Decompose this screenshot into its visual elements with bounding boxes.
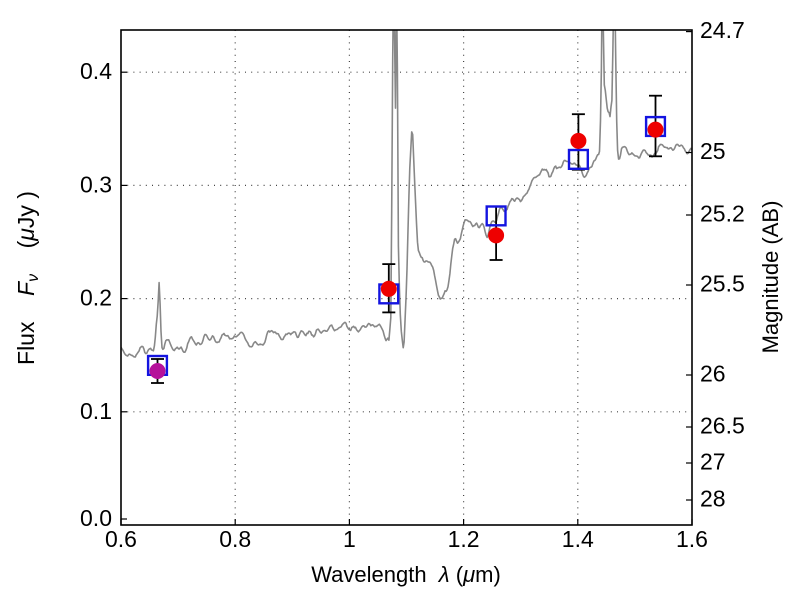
svg-text:0.3: 0.3 <box>80 171 112 197</box>
svg-text:25.5: 25.5 <box>700 271 745 297</box>
svg-text:27: 27 <box>700 449 726 475</box>
svg-text:0.2: 0.2 <box>80 285 112 311</box>
svg-text:25.2: 25.2 <box>700 201 745 227</box>
svg-text:0.0: 0.0 <box>80 505 112 531</box>
svg-text:1.4: 1.4 <box>562 526 594 552</box>
svg-text:0.4: 0.4 <box>80 58 112 84</box>
svg-text:26.5: 26.5 <box>700 413 745 439</box>
svg-text:28: 28 <box>700 486 726 512</box>
svg-text:Magnitude (AB): Magnitude (AB) <box>758 201 783 354</box>
svg-text:24.7: 24.7 <box>700 17 745 43</box>
svg-text:1: 1 <box>343 526 356 552</box>
svg-text:1.2: 1.2 <box>448 526 480 552</box>
svg-text:1.6: 1.6 <box>676 526 708 552</box>
svg-text:0.8: 0.8 <box>219 526 251 552</box>
svg-text:25: 25 <box>700 138 726 164</box>
svg-text:0.1: 0.1 <box>80 398 112 424</box>
svg-text:Wavelength λ (μm): Wavelength λ (μm) <box>311 562 501 587</box>
svg-text:26: 26 <box>700 361 726 387</box>
